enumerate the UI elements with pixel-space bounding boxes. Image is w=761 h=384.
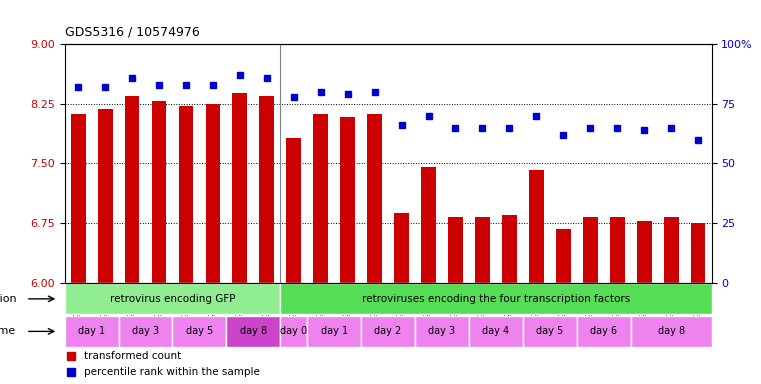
Text: day 3: day 3: [428, 326, 456, 336]
Bar: [610, 217, 625, 283]
Bar: [119, 316, 173, 347]
Bar: [260, 96, 274, 283]
Bar: [556, 228, 571, 283]
Bar: [286, 138, 301, 283]
Bar: [523, 316, 577, 347]
Bar: [65, 283, 280, 314]
Text: day 6: day 6: [591, 326, 617, 336]
Text: transformed count: transformed count: [84, 351, 181, 361]
Text: percentile rank within the sample: percentile rank within the sample: [84, 367, 260, 377]
Text: day 2: day 2: [374, 326, 402, 336]
Bar: [125, 96, 139, 283]
Bar: [637, 221, 651, 283]
Bar: [71, 114, 85, 283]
Bar: [97, 109, 113, 283]
Bar: [340, 117, 355, 283]
Text: retroviruses encoding the four transcription factors: retroviruses encoding the four transcrip…: [361, 294, 630, 304]
Text: day 1: day 1: [78, 326, 105, 336]
Bar: [631, 316, 712, 347]
Bar: [475, 217, 490, 283]
Bar: [421, 167, 436, 283]
Bar: [502, 215, 517, 283]
Text: retrovirus encoding GFP: retrovirus encoding GFP: [110, 294, 235, 304]
Text: day 5: day 5: [186, 326, 213, 336]
Bar: [583, 217, 597, 283]
Bar: [179, 106, 193, 283]
Bar: [448, 217, 463, 283]
Bar: [415, 316, 469, 347]
Bar: [368, 114, 382, 283]
Bar: [173, 316, 227, 347]
Text: day 5: day 5: [537, 326, 563, 336]
Bar: [394, 213, 409, 283]
Text: day 0: day 0: [280, 326, 307, 336]
Text: day 8: day 8: [658, 326, 685, 336]
Bar: [664, 217, 679, 283]
Bar: [469, 316, 523, 347]
Bar: [205, 104, 221, 283]
Bar: [307, 316, 361, 347]
Text: day 8: day 8: [240, 326, 267, 336]
Bar: [280, 283, 712, 314]
Text: day 1: day 1: [320, 326, 348, 336]
Bar: [280, 316, 307, 347]
Bar: [65, 316, 119, 347]
Text: time: time: [0, 326, 16, 336]
Bar: [529, 170, 544, 283]
Bar: [227, 316, 280, 347]
Bar: [691, 223, 705, 283]
Text: GDS5316 / 10574976: GDS5316 / 10574976: [65, 25, 199, 38]
Bar: [577, 316, 631, 347]
Bar: [151, 101, 167, 283]
Bar: [361, 316, 415, 347]
Text: day 3: day 3: [132, 326, 159, 336]
Bar: [314, 114, 328, 283]
Text: infection: infection: [0, 294, 16, 304]
Bar: [232, 93, 247, 283]
Text: day 4: day 4: [482, 326, 509, 336]
